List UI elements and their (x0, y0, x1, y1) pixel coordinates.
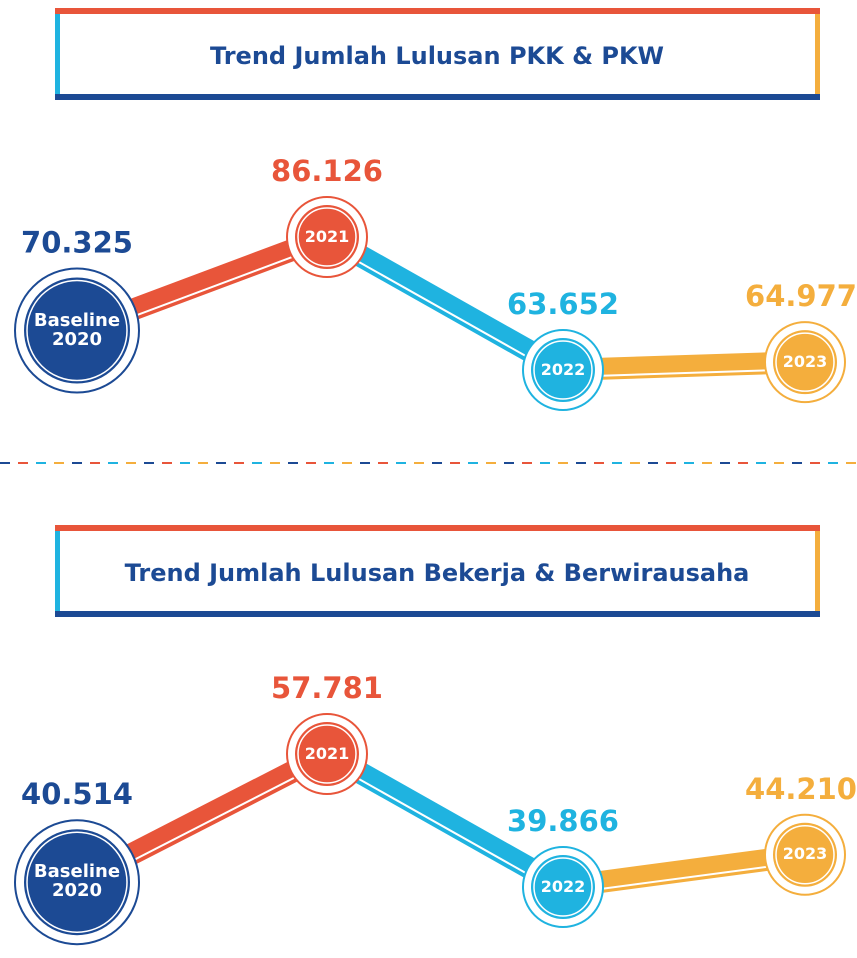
value-label: 64.977 (745, 279, 857, 313)
title-border-right (815, 531, 820, 611)
node-inner-ring (26, 831, 128, 933)
category-label: 2021 (304, 226, 350, 246)
category-label: Baseline 2020 (33, 861, 121, 902)
connector-highlight (326, 243, 564, 378)
value-label: 70.325 (21, 226, 133, 260)
value-label: 63.652 (507, 287, 619, 321)
title-border-left (55, 531, 60, 611)
chart-title: Trend Jumlah Lulusan Bekerja & Berwiraus… (125, 559, 750, 587)
node-inner-ring (297, 207, 357, 267)
node (24, 277, 130, 384)
value-label: 44.210 (745, 772, 857, 806)
category-label: 2023 (782, 351, 828, 371)
category-label: 2023 (782, 844, 828, 864)
node-inner-ring (533, 340, 593, 400)
connector (321, 227, 569, 380)
title-border-bottom (55, 611, 820, 617)
chart-title: Trend Jumlah Lulusan PKK & PKW (210, 42, 664, 70)
value-label: 40.514 (21, 777, 133, 811)
category-label: Baseline 2020 (33, 309, 121, 350)
node (295, 205, 359, 269)
node-inner-ring (775, 332, 835, 392)
value-label: 57.781 (271, 671, 383, 705)
title-border-top (55, 525, 820, 531)
category-label: 2022 (540, 876, 586, 896)
title-border-right (815, 14, 820, 94)
connector (321, 744, 569, 897)
title-border-top (55, 8, 820, 14)
connector-highlight (326, 760, 564, 895)
category-label: 2022 (540, 359, 586, 379)
node (773, 330, 837, 395)
category-label: 2021 (304, 743, 350, 763)
node (24, 829, 130, 936)
value-label: 86.126 (271, 154, 383, 188)
title-border-bottom (55, 94, 820, 100)
node (773, 822, 837, 887)
node-inner-ring (533, 857, 593, 917)
node-inner-ring (297, 724, 357, 784)
node (531, 338, 595, 402)
node (531, 855, 595, 919)
node-inner-ring (26, 279, 128, 382)
node (295, 722, 359, 786)
title-box (55, 525, 820, 617)
node-inner-ring (775, 825, 835, 885)
title-border-left (55, 14, 60, 94)
title-box (55, 8, 820, 100)
value-label: 39.866 (507, 804, 619, 838)
